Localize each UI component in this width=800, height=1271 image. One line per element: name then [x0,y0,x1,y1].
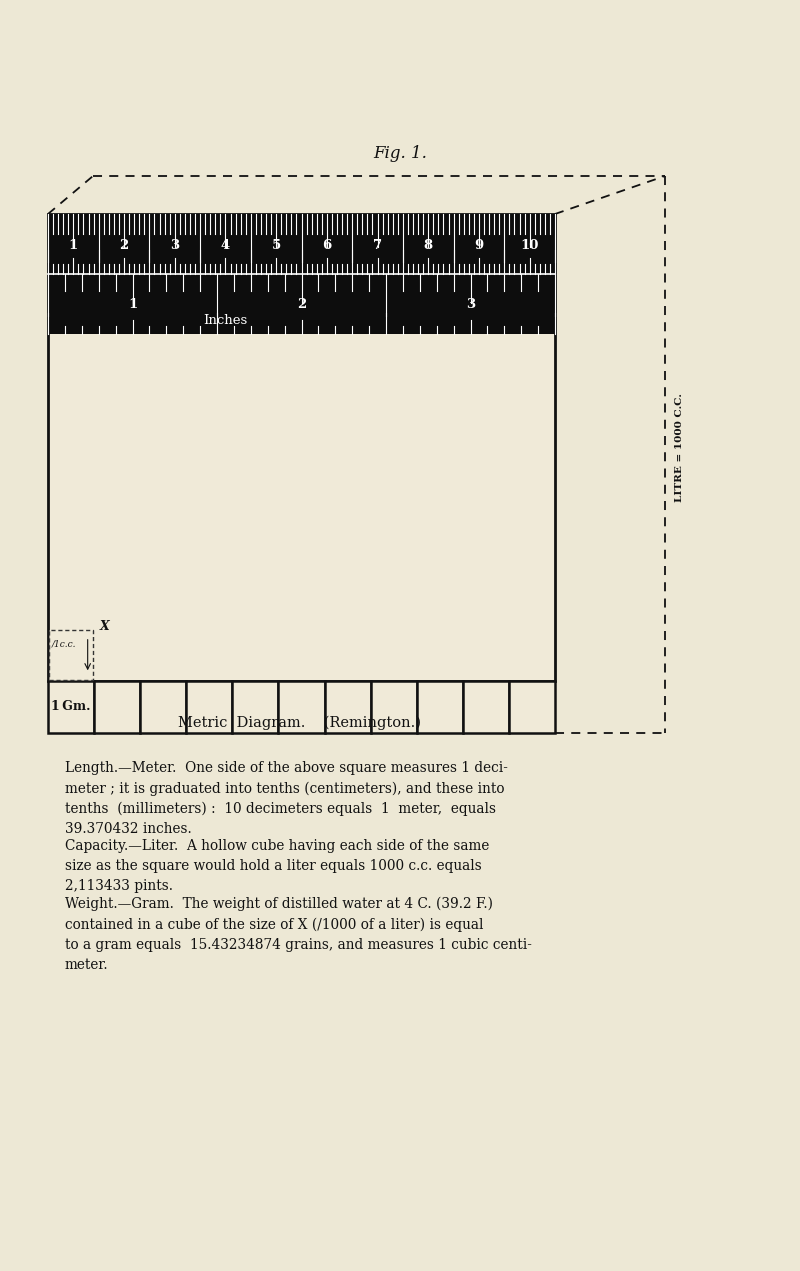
Text: /1c.c.: /1c.c. [52,639,77,648]
Text: Capacity.—Liter.  A hollow cube having each side of the same
size as the square : Capacity.—Liter. A hollow cube having ea… [65,839,490,894]
Text: 3: 3 [466,297,475,310]
Text: 3: 3 [170,239,179,252]
Text: 1: 1 [128,297,137,310]
Bar [509,681,555,733]
Bar [48,681,94,733]
Bar [278,681,325,733]
Bar [140,681,186,733]
Text: 4: 4 [221,239,230,252]
Bar [48,214,555,334]
Bar [417,681,463,733]
Bar [232,681,278,733]
Bar [49,630,93,680]
Text: Length.—Meter.  One side of the above square measures 1 deci-
meter ; it is grad: Length.—Meter. One side of the above squ… [65,761,508,836]
Bar [186,681,232,733]
Text: Weight.—Gram.  The weight of distilled water at 4 C. (39.2 F.)
contained in a cu: Weight.—Gram. The weight of distilled wa… [65,897,532,972]
Text: 1: 1 [69,239,78,252]
Bar [370,681,417,733]
Text: 5: 5 [271,239,281,252]
Text: 7: 7 [373,239,382,252]
Text: 1 Gm.: 1 Gm. [51,700,90,713]
Text: Fig. 1.: Fig. 1. [373,145,427,161]
Bar [94,681,140,733]
Text: 6: 6 [322,239,331,252]
Text: X: X [100,620,110,633]
Text: 8: 8 [424,239,433,252]
Text: LITRE = 1000 C.C.: LITRE = 1000 C.C. [675,393,685,502]
Bar [325,681,370,733]
Text: Inches: Inches [203,314,247,328]
Text: 2: 2 [119,239,129,252]
Bar [48,214,555,681]
Text: Metric  Diagram.    (Remington.): Metric Diagram. (Remington.) [178,716,422,731]
Text: 2: 2 [297,297,306,310]
Text: 9: 9 [474,239,483,252]
Bar [463,681,509,733]
Text: 10: 10 [521,239,539,252]
